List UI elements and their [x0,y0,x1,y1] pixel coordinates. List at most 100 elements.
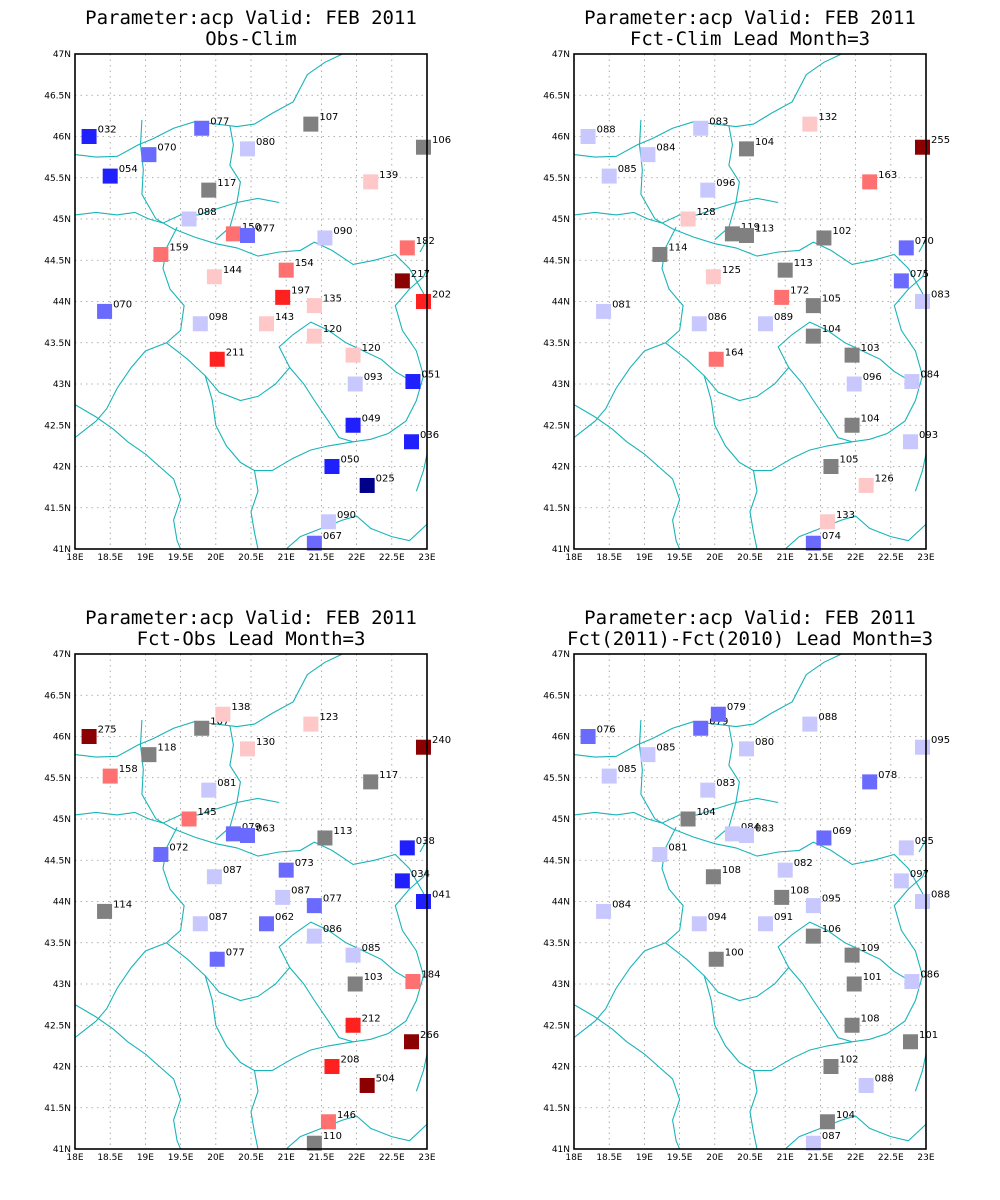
station-marker [306,535,322,551]
border-line [638,719,926,910]
station-marker [914,894,930,909]
station-marker [700,782,716,798]
station-marker [580,129,596,144]
station-label: 212 [362,1013,381,1024]
border-line [75,654,343,758]
lat-tick-label: 43N [552,980,570,990]
station-label: 105 [839,455,858,466]
panel-subtitle: Fct-Obs Lead Month=3 [137,628,366,650]
border-line [777,921,916,985]
coastlines [75,54,427,549]
lat-tick-label: 41.5N [543,504,570,514]
station-label: 184 [421,970,440,981]
station-label: 088 [198,207,217,218]
station-label: 081 [612,299,631,310]
lat-tick-label: 43N [53,380,71,390]
station-marker [805,298,821,314]
lon-tick-label: 21.5E [309,553,335,563]
station-label: 143 [275,312,294,323]
border-line [75,1004,182,1149]
station-marker [844,347,860,363]
station-marker [399,240,415,256]
lat-tick-label: 41N [53,1145,71,1155]
border-line [665,868,926,1043]
station-label: 150 [242,222,261,233]
border-line [784,1115,926,1149]
lat-tick-label: 41.5N [44,1104,71,1114]
border-line [204,375,354,472]
station-marker [805,535,821,551]
lon-tick-label: 23E [418,1153,435,1163]
lon-tick-label: 19E [137,1153,154,1163]
coastlines [574,54,926,549]
station-marker [394,873,410,889]
station-marker [97,303,113,319]
station-label: 090 [333,226,352,237]
lon-tick-label: 19.5E [667,553,693,563]
station-marker [215,706,231,722]
station-label: 154 [295,258,314,269]
station-label: 062 [275,912,294,923]
lat-tick-label: 45N [552,815,570,825]
station-marker [347,376,363,392]
station-label: 266 [420,1030,439,1041]
lon-tick-label: 19E [636,553,653,563]
station-label: 087 [209,912,228,923]
station-label: 087 [291,885,310,896]
station-marker [239,741,255,757]
lat-tick-label: 43.5N [44,939,71,949]
border-line [749,470,758,549]
panel-subtitle: Fct-Clim Lead Month=3 [630,28,870,50]
station-label: 108 [861,1013,880,1024]
panel-title: Parameter:acp Valid: FEB 2011 [584,607,916,629]
station-marker [708,351,724,367]
station-label: 255 [931,135,950,146]
border-line [419,839,427,853]
lon-tick-label: 21E [777,553,794,563]
station-label: 093 [364,372,383,383]
lon-tick-label: 23E [418,553,435,563]
station-marker [705,869,721,885]
station-marker [278,262,294,278]
station-label: 130 [256,737,275,748]
station-label: 075 [910,269,929,280]
station-marker [805,328,821,344]
station-label: 088 [818,712,837,723]
station-marker [415,894,431,909]
station-marker [399,840,415,856]
border-line [574,1004,681,1149]
station-marker [680,211,696,227]
panel-title: Parameter:acp Valid: FEB 2011 [85,607,417,629]
station-marker [844,417,860,433]
station-marker [844,947,860,963]
station-label: 096 [716,178,735,189]
lon-tick-label: 19.5E [168,553,194,563]
station-label: 101 [863,972,882,983]
station-marker [153,246,169,262]
station-marker [693,120,709,136]
station-label: 083 [755,824,774,835]
station-marker [359,477,375,493]
panel-title: Parameter:acp Valid: FEB 2011 [584,7,916,29]
station-marker [239,828,255,843]
lon-tick-label: 20E [207,1153,224,1163]
station-marker [102,168,118,184]
station-marker [192,916,208,932]
station-label: 117 [379,770,398,781]
border-line [918,839,926,853]
station-label: 087 [223,865,242,876]
station-marker [601,168,617,184]
lat-tick-label: 42.5N [44,1021,71,1031]
station-marker [903,1034,919,1050]
station-label: 034 [411,869,430,880]
station-label: 041 [432,890,451,901]
station-marker [239,228,255,243]
station-label: 079 [709,716,728,727]
station-marker [239,141,255,157]
station-label: 107 [319,112,338,123]
station-marker [181,811,197,827]
station-marker [904,974,920,990]
station-label: 113 [333,826,352,837]
lat-tick-label: 41N [552,545,570,555]
